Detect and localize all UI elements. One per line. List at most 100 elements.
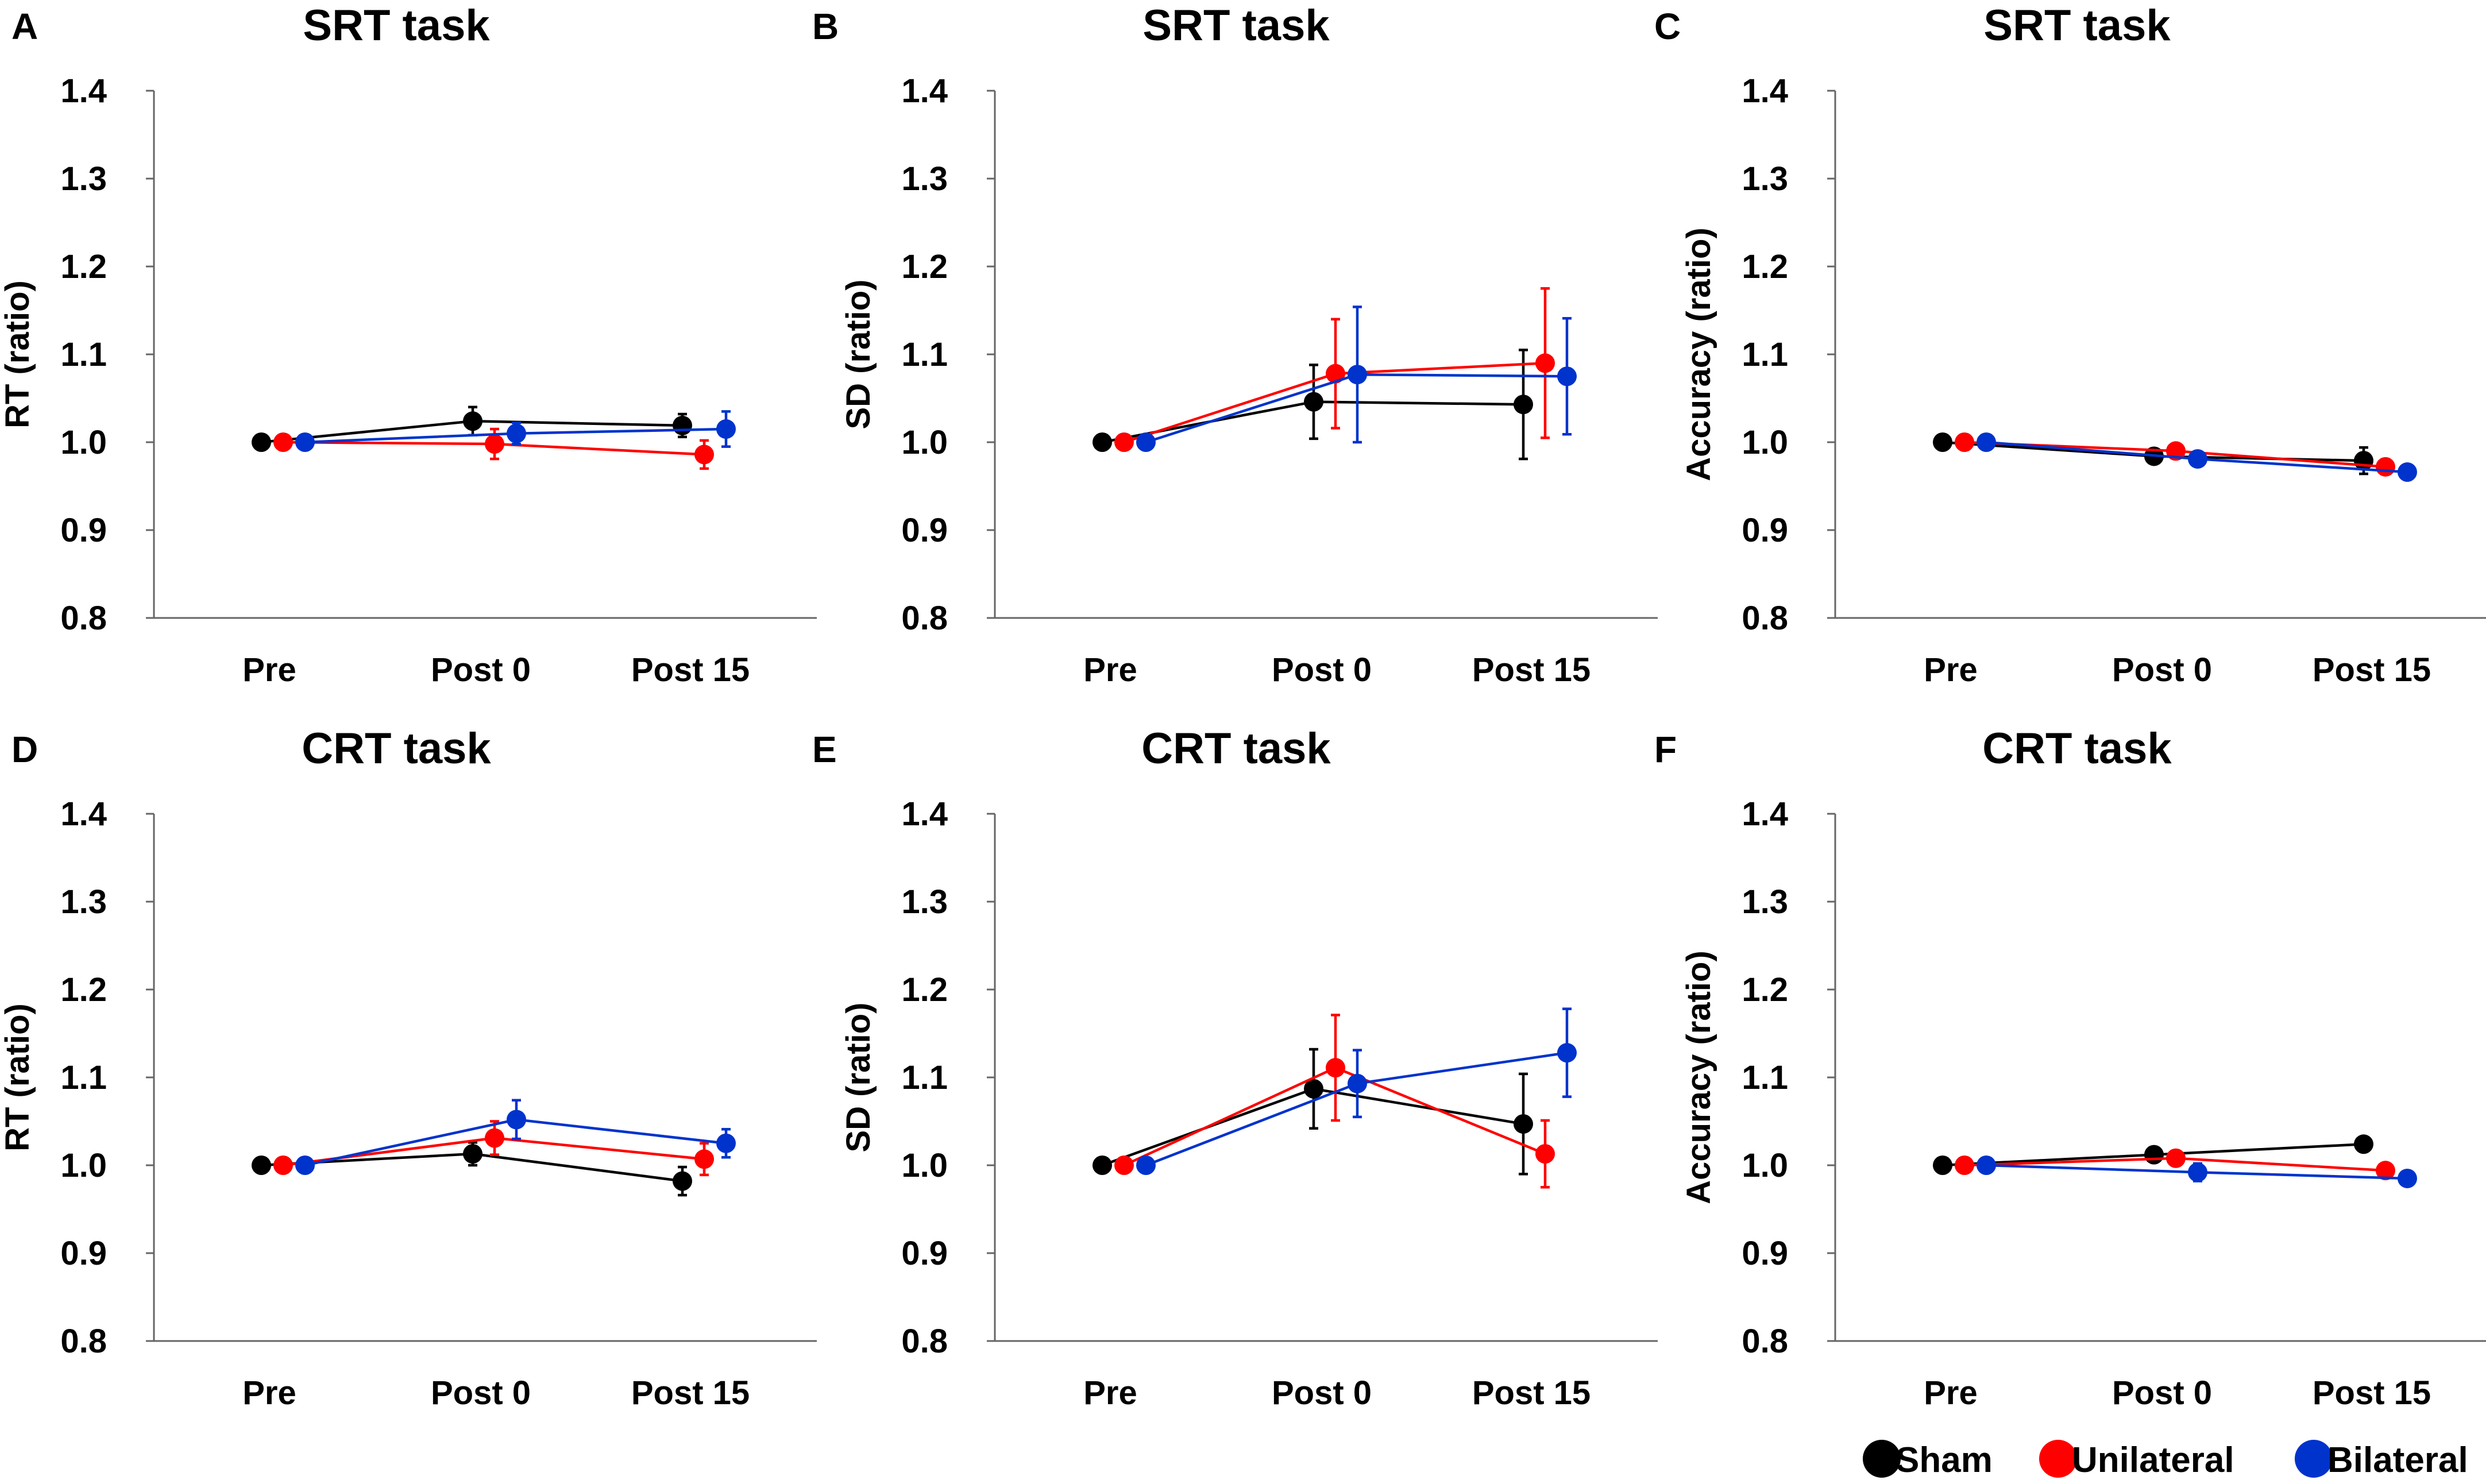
y-tick-label: 1.3 xyxy=(1742,883,1788,921)
panel-letter: F xyxy=(1654,729,1677,770)
data-point-unilateral xyxy=(485,434,504,454)
data-point-sham xyxy=(1933,1155,1952,1175)
panel-b: B SRT task 0.8 0.9 1.0 1.1 1.2 1.3 1.4 SD (ratio)… xyxy=(812,1,1658,689)
panel-c: C SRT task 0.8 0.9 1.0 1.1 1.2 1.3 1.4 Accuracy (… xyxy=(1654,1,2486,689)
data-point-sham xyxy=(1304,1079,1323,1099)
y-tick-label: 1.3 xyxy=(60,883,107,921)
y-axis-title: Accuracy (ratio) xyxy=(1680,227,1717,481)
data-point-sham xyxy=(2354,1134,2373,1154)
panel-title: CRT task xyxy=(1982,724,2172,773)
data-point-bilateral xyxy=(1136,432,1156,452)
data-point-bilateral xyxy=(1348,365,1367,385)
x-tick-label: Post 0 xyxy=(1272,1374,1372,1412)
data-point-bilateral xyxy=(716,1133,736,1153)
y-tick-label: 1.0 xyxy=(1742,1147,1788,1184)
data-point-unilateral xyxy=(1326,364,1345,384)
data-point-unilateral xyxy=(273,432,293,452)
x-tick-label: Post 0 xyxy=(1272,651,1372,689)
y-tick-label: 1.2 xyxy=(1742,971,1788,1008)
data-point-bilateral xyxy=(1977,432,1996,452)
y-tick-label: 1.1 xyxy=(60,336,107,373)
data-point-unilateral xyxy=(694,445,714,465)
panel-title: CRT task xyxy=(302,724,491,773)
data-point-sham xyxy=(673,415,692,435)
y-tick-label: 1.2 xyxy=(901,248,948,285)
y-tick-label: 1.4 xyxy=(1742,795,1788,833)
x-tick-label: Post 0 xyxy=(431,651,531,689)
y-tick-label: 1.4 xyxy=(60,72,107,110)
data-point-sham xyxy=(673,1171,692,1191)
panel-title: SRT task xyxy=(1142,1,1330,50)
y-tick-label: 1.0 xyxy=(60,424,107,461)
data-point-bilateral xyxy=(2188,449,2207,469)
panel-d: D CRT task 0.8 0.9 1.0 1.1 1.2 1.3 1.4 RT (ratio)… xyxy=(0,724,817,1412)
panel-letter: E xyxy=(812,729,837,770)
data-point-bilateral xyxy=(1557,366,1577,387)
x-tick-label: Pre xyxy=(1083,1374,1137,1412)
data-point-unilateral xyxy=(2376,457,2395,477)
y-tick-label: 1.0 xyxy=(901,1147,948,1184)
panel-title: SRT task xyxy=(303,1,490,50)
y-tick-label: 0.8 xyxy=(1742,600,1788,637)
data-point-bilateral xyxy=(2398,1168,2417,1188)
legend-label: Unilateral xyxy=(2072,1440,2234,1480)
data-point-bilateral xyxy=(1557,1043,1577,1063)
data-point-sham xyxy=(1514,1114,1533,1134)
legend-label: Bilateral xyxy=(2327,1440,2468,1480)
data-point-unilateral xyxy=(1114,1155,1134,1175)
data-point-bilateral xyxy=(295,1155,315,1175)
y-tick-label: 0.9 xyxy=(901,512,948,549)
y-axis-title: RT (ratio) xyxy=(0,280,36,428)
y-tick-label: 1.4 xyxy=(901,795,948,833)
data-point-bilateral xyxy=(2398,462,2417,482)
data-point-sham xyxy=(1093,1155,1112,1175)
data-point-bilateral xyxy=(295,432,315,452)
x-tick-label: Post 15 xyxy=(631,651,750,689)
x-tick-label: Pre xyxy=(1083,651,1137,689)
y-axis-title: SD (ratio) xyxy=(840,1003,877,1153)
x-tick-label: Post 0 xyxy=(2112,1374,2212,1412)
y-tick-label: 0.9 xyxy=(60,1235,107,1272)
data-point-sham xyxy=(1933,432,1952,452)
y-tick-label: 0.8 xyxy=(60,1323,107,1360)
panel-title: CRT task xyxy=(1141,724,1331,773)
x-tick-label: Post 15 xyxy=(1472,651,1591,689)
data-point-sham xyxy=(2144,1145,2164,1165)
legend: Sham Unilateral Bilateral xyxy=(1863,1440,2468,1480)
y-tick-label: 1.2 xyxy=(901,971,948,1008)
y-tick-label: 0.8 xyxy=(60,600,107,637)
y-tick-label: 1.4 xyxy=(60,795,107,833)
y-tick-label: 1.2 xyxy=(60,248,107,285)
y-tick-label: 1.1 xyxy=(901,336,948,373)
legend-marker-unilateral xyxy=(2039,1440,2077,1478)
data-point-bilateral xyxy=(1977,1155,1996,1175)
data-point-sham xyxy=(1514,395,1533,415)
data-point-sham xyxy=(252,1155,271,1175)
x-tick-label: Pre xyxy=(1924,651,1978,689)
x-tick-label: Post 15 xyxy=(631,1374,750,1412)
y-tick-label: 1.2 xyxy=(1742,248,1788,285)
x-tick-label: Pre xyxy=(242,1374,296,1412)
legend-marker-bilateral xyxy=(2295,1440,2333,1478)
y-tick-label: 1.1 xyxy=(60,1059,107,1096)
data-point-unilateral xyxy=(1955,432,1974,452)
y-tick-label: 1.0 xyxy=(901,424,948,461)
data-point-unilateral xyxy=(1955,1155,1974,1175)
y-tick-label: 1.3 xyxy=(901,160,948,198)
data-point-sham xyxy=(463,1144,482,1164)
y-tick-label: 1.1 xyxy=(901,1059,948,1096)
data-point-bilateral xyxy=(507,423,526,443)
y-tick-label: 1.1 xyxy=(1742,336,1788,373)
y-tick-label: 1.3 xyxy=(1742,160,1788,198)
y-tick-label: 0.9 xyxy=(1742,512,1788,549)
y-tick-label: 1.1 xyxy=(1742,1059,1788,1096)
panel-letter: A xyxy=(11,6,38,47)
x-tick-label: Pre xyxy=(242,651,296,689)
panel-letter: D xyxy=(11,729,38,770)
data-point-unilateral xyxy=(273,1155,293,1175)
data-point-sham xyxy=(1304,392,1323,412)
y-tick-label: 1.2 xyxy=(60,971,107,1008)
x-tick-label: Post 0 xyxy=(431,1374,531,1412)
x-tick-label: Post 0 xyxy=(2112,651,2212,689)
